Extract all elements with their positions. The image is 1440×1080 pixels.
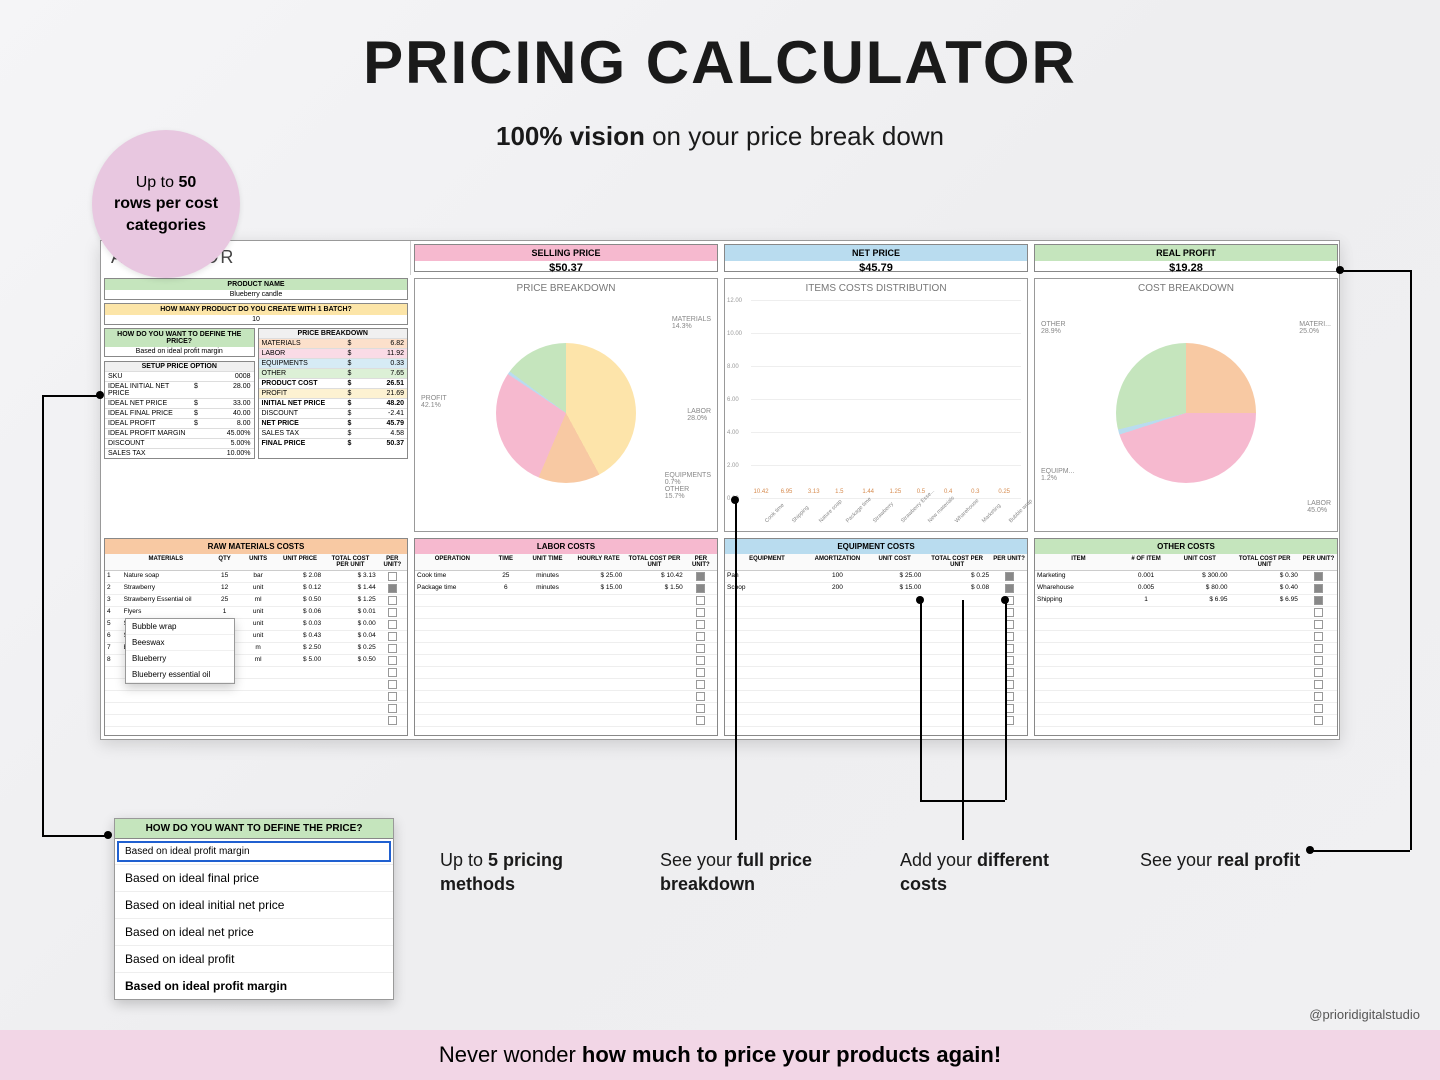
badge-rows: Up to 50rows per costcategories: [92, 130, 240, 278]
labor-section: LABOR COSTSOPERATIONTIMEUNIT TIMEHOURLY …: [414, 538, 718, 736]
kpi-real-profit: REAL PROFIT$19.28: [1034, 244, 1338, 272]
connector-line: [962, 800, 964, 840]
connector-dot: [916, 596, 924, 604]
cost-breakdown-chart: COST BREAKDOWN OTHER28.9% MATERI...25.0%…: [1034, 278, 1338, 532]
connector-line: [42, 395, 44, 835]
equipment-section: EQUIPMENT COSTSEQUIPMENTAMORTIZATIONUNIT…: [724, 538, 1028, 736]
annotation-profit: See your real profit: [1140, 848, 1310, 872]
left-column: PRODUCT NAMEBlueberry candle HOW MANY PR…: [101, 275, 411, 535]
connector-line: [42, 395, 100, 397]
kpi-selling-price: SELLING PRICE$50.37: [414, 244, 718, 272]
connector-line: [1410, 270, 1412, 850]
product-name-box: PRODUCT NAMEBlueberry candle: [104, 278, 408, 300]
annotation-breakdown: See your full price breakdown: [660, 848, 850, 897]
connector-line: [920, 600, 922, 800]
connector-dot: [104, 831, 112, 839]
footer-banner: Never wonder how much to price your prod…: [0, 1030, 1440, 1080]
kpi-net-price: NET PRICE$45.79: [724, 244, 1028, 272]
connector-line: [735, 500, 737, 840]
connector-dot: [1336, 266, 1344, 274]
connector-line: [1310, 850, 1410, 852]
connector-dot: [731, 496, 739, 504]
batch-box: HOW MANY PRODUCT DO YOU CREATE WITH 1 BA…: [104, 303, 408, 325]
connector-dot: [1001, 596, 1009, 604]
items-cost-chart: ITEMS COSTS DISTRIBUTION 0.002.004.006.0…: [724, 278, 1028, 532]
define-price-box[interactable]: HOW DO YOU WANT TO DEFINE THE PRICE?Base…: [104, 328, 255, 357]
materials-dropdown[interactable]: Bubble wrapBeeswaxBlueberryBlueberry ess…: [125, 618, 235, 684]
connector-line: [962, 600, 964, 800]
connector-line: [1005, 600, 1007, 800]
connector-dot: [96, 391, 104, 399]
price-breakdown-chart: PRICE BREAKDOWN PROFIT42.1% MATERIALS14.…: [414, 278, 718, 532]
connector-line: [1340, 270, 1410, 272]
annotation-costs: Add your different costs: [900, 848, 1080, 897]
connector-dot: [1306, 846, 1314, 854]
setup-table: SETUP PRICE OPTION SKU0008IDEAL INITIAL …: [104, 361, 255, 459]
connector-line: [42, 835, 108, 837]
handle: @prioridigitalstudio: [1309, 1007, 1420, 1022]
methods-dropdown[interactable]: HOW DO YOU WANT TO DEFINE THE PRICE? Bas…: [114, 818, 394, 1000]
breakdown-table: PRICE BREAKDOWN MATERIALS$6.82LABOR$11.9…: [258, 328, 409, 459]
subtitle: 100% vision on your price break down: [0, 97, 1440, 152]
annotation-methods: Up to 5 pricing methods: [440, 848, 620, 897]
spreadsheet: ALCULATOR SELLING PRICE$50.37 NET PRICE$…: [100, 240, 1340, 740]
page-title: PRICING CALCULATOR: [0, 0, 1440, 97]
other-section: OTHER COSTSITEM# OF ITEMUNIT COSTTOTAL C…: [1034, 538, 1338, 736]
